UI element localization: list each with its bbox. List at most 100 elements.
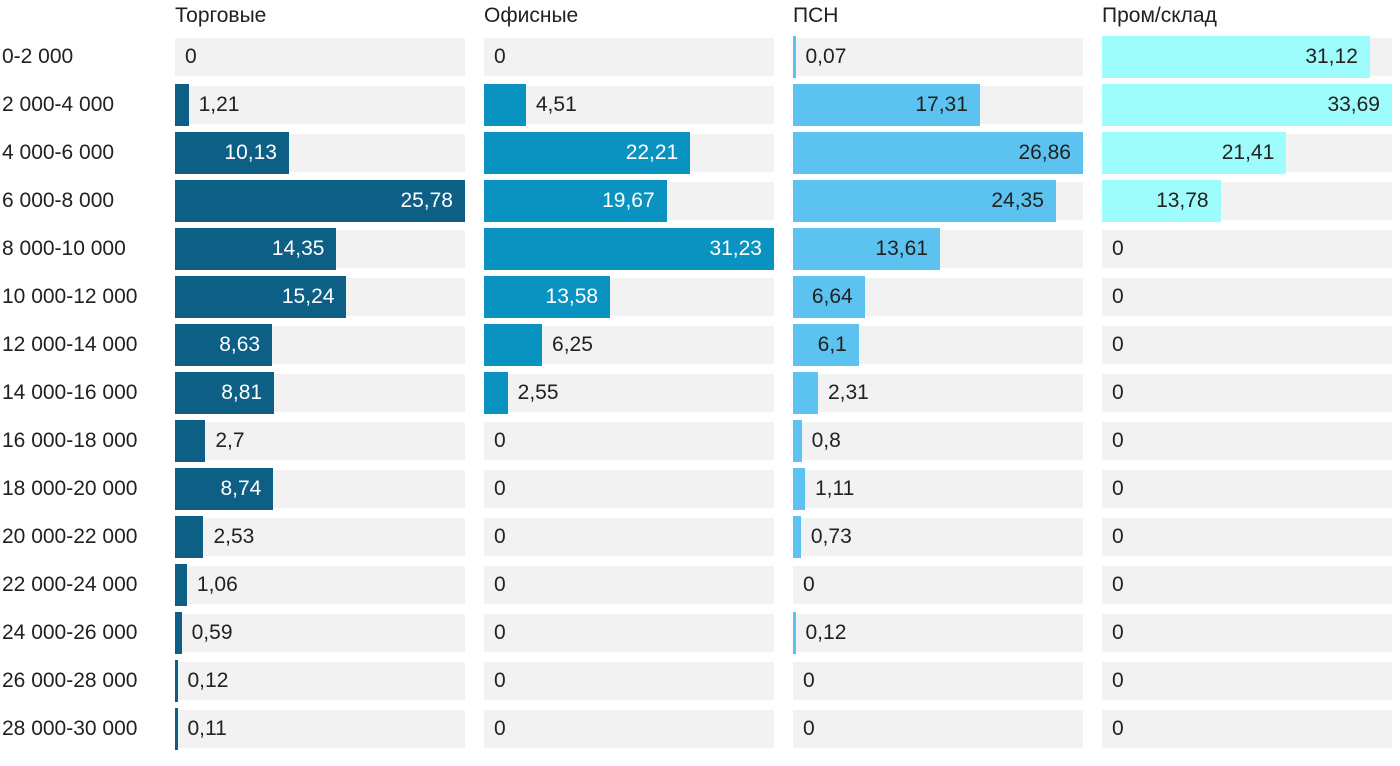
value-label: 4,51 — [535, 93, 577, 116]
value-label: 0,12 — [187, 669, 229, 692]
bar — [175, 372, 275, 414]
bar-cell: 0 — [175, 33, 465, 81]
value-label: 2,31 — [827, 381, 869, 404]
value-label: 0,59 — [191, 621, 233, 644]
value-label: 0 — [1112, 429, 1124, 452]
chart-row: 6 000-8 000 25,78 19,67 24,35 13,78 — [0, 177, 1400, 225]
bar-track — [484, 470, 774, 508]
value-label: 0 — [494, 525, 506, 548]
bar — [484, 372, 508, 414]
chart-row: 22 000-24 000 1,06 0 0 0 — [0, 561, 1400, 609]
value-label: 0 — [494, 429, 506, 452]
bar-track — [793, 518, 1083, 556]
bar-cell: 0,12 — [793, 609, 1083, 657]
value-label: 0 — [494, 477, 506, 500]
value-label: 31,23 — [709, 237, 762, 260]
bar — [1102, 36, 1370, 78]
bar-cell: 0 — [1102, 513, 1392, 561]
bar — [1102, 180, 1221, 222]
value-label: 0 — [1112, 285, 1124, 308]
value-label: 2,53 — [213, 525, 255, 548]
bar-cell: 0 — [484, 417, 774, 465]
value-label: 0 — [803, 573, 815, 596]
category-label: 26 000-28 000 — [2, 669, 138, 692]
category-label: 4 000-6 000 — [2, 141, 115, 164]
bar-track — [1102, 518, 1392, 556]
bar-track — [484, 422, 774, 460]
bar — [793, 276, 865, 318]
bar-track — [1102, 470, 1392, 508]
category-label: 16 000-18 000 — [2, 429, 138, 452]
value-label: 0 — [1112, 717, 1124, 740]
bar-track — [175, 710, 465, 748]
value-label: 13,58 — [545, 285, 599, 308]
bar-cell: 6,25 — [484, 321, 774, 369]
bar — [484, 324, 543, 366]
bar-cell: 0 — [1102, 657, 1392, 705]
bar-cell: 8,63 — [175, 321, 465, 369]
bar-track — [793, 38, 1083, 76]
bar-track — [793, 662, 1083, 700]
bar — [484, 132, 691, 174]
bar — [175, 276, 347, 318]
bar-cell: 2,53 — [175, 513, 465, 561]
bar-track — [1102, 614, 1392, 652]
bar-cell: 1,21 — [175, 81, 465, 129]
value-label: 6,1 — [817, 333, 847, 356]
bar-track — [484, 614, 774, 652]
bar-cell: 6,1 — [793, 321, 1083, 369]
category-label: 14 000-16 000 — [2, 381, 138, 404]
chart-row: 26 000-28 000 0,12 0 0 0 — [0, 657, 1400, 705]
bar — [793, 372, 818, 414]
chart-rows: 0-2 000 0 0 0,07 31,12 2 000-4 000 1,21 4,51 17,… — [0, 33, 1400, 753]
value-label: 22,21 — [625, 141, 679, 164]
bar-cell: 31,23 — [484, 225, 774, 273]
category-label: 28 000-30 000 — [2, 717, 138, 740]
bar — [175, 324, 273, 366]
series-header-row: Торговые Офисные ПСН Пром/склад — [0, 0, 1400, 33]
bar-cell: 2,7 — [175, 417, 465, 465]
bar-cell: 0 — [484, 657, 774, 705]
bar-track — [175, 38, 465, 76]
category-label: 6 000-8 000 — [2, 189, 115, 212]
bar — [175, 708, 178, 750]
bar-cell: 0 — [1102, 705, 1392, 753]
value-label: 0 — [494, 45, 506, 68]
bar-cell: 10,13 — [175, 129, 465, 177]
bar-cell: 0 — [1102, 273, 1392, 321]
bar — [1102, 132, 1287, 174]
category-label: 2 000-4 000 — [2, 93, 115, 116]
series-header-1: Торговые — [175, 4, 267, 27]
bar-cell: 0,8 — [793, 417, 1083, 465]
value-label: 8,63 — [219, 333, 261, 356]
bar — [175, 564, 187, 606]
bar-cell: 0 — [793, 657, 1083, 705]
bar-track — [175, 86, 465, 124]
bar-track — [1102, 374, 1392, 412]
bar-cell: 15,24 — [175, 273, 465, 321]
value-label: 0,8 — [811, 429, 841, 452]
bar-cell: 0 — [484, 465, 774, 513]
value-label: 21,41 — [1221, 141, 1275, 164]
bar — [175, 180, 465, 222]
chart-row: 28 000-30 000 0,11 0 0 0 — [0, 705, 1400, 753]
bar-track — [793, 374, 1083, 412]
series-header-2: Офисные — [484, 4, 579, 27]
bar — [793, 516, 801, 558]
bar — [793, 324, 859, 366]
bar-cell: 1,11 — [793, 465, 1083, 513]
chart-row: 0-2 000 0 0 0,07 31,12 — [0, 33, 1400, 81]
bar-cell: 8,74 — [175, 465, 465, 513]
bar — [175, 660, 178, 702]
bar-track — [484, 662, 774, 700]
bar-track — [793, 614, 1083, 652]
bar-track — [175, 566, 465, 604]
bar-cell: 13,58 — [484, 273, 774, 321]
value-label: 13,61 — [875, 237, 928, 260]
bar-track — [1102, 230, 1392, 268]
value-label: 2,7 — [215, 429, 245, 452]
category-label: 20 000-22 000 — [2, 525, 138, 548]
bar — [175, 84, 189, 126]
chart-row: 2 000-4 000 1,21 4,51 17,31 33,69 — [0, 81, 1400, 129]
